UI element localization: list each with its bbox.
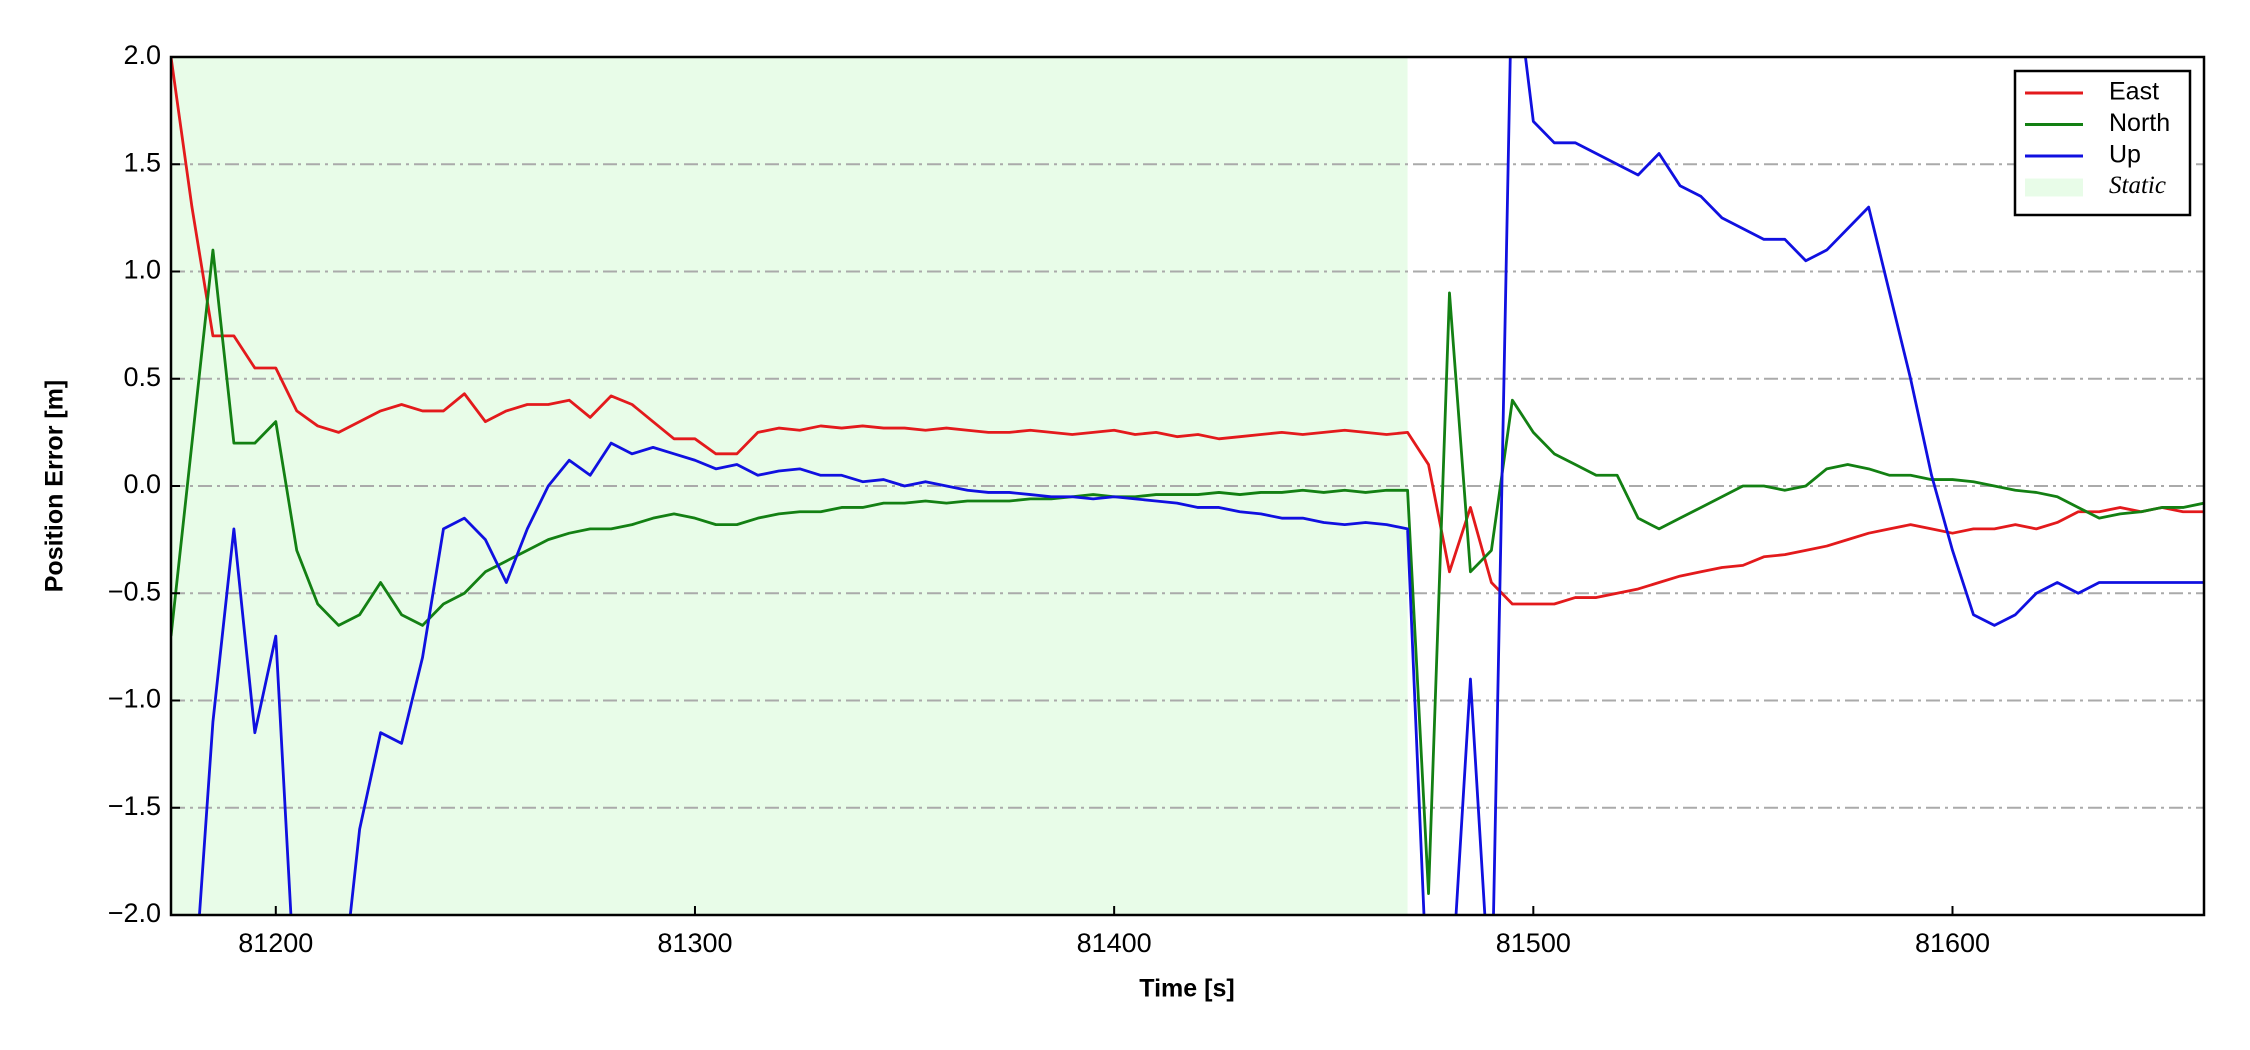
legend-swatch <box>2025 178 2083 197</box>
lines <box>171 57 2204 915</box>
legend-label: Up <box>2109 141 2141 169</box>
axes: −2.0 −1.5 −1.0 −0.5 0.0 0.5 1.0 1.5 2.0 81200 8130… <box>108 40 1990 958</box>
y-tick-label: 1.0 <box>123 255 161 285</box>
y-tick-label: 2.0 <box>123 40 161 70</box>
legend-label: North <box>2109 109 2170 137</box>
plot-background <box>171 57 1408 915</box>
x-axis-label: Time [s] <box>1139 975 1234 1003</box>
series-line <box>171 248 2204 895</box>
x-tick-label: 81600 <box>1915 928 1990 958</box>
legend: East North Up Static <box>2013 69 2192 217</box>
static-span <box>171 57 1408 915</box>
x-tick-label: 81200 <box>238 928 313 958</box>
series-line <box>171 57 2204 606</box>
x-tick-label: 81500 <box>1496 928 1571 958</box>
y-axis-label: Position Error [m] <box>41 380 69 593</box>
series-line <box>198 57 2204 915</box>
y-tick-label: −1.5 <box>108 791 161 821</box>
y-tick-label: 0.0 <box>123 469 161 499</box>
x-tick-label: 81400 <box>1077 928 1152 958</box>
y-tick-label: −2.0 <box>108 898 161 928</box>
y-tick-label: 1.5 <box>123 147 161 177</box>
y-tick-label: −0.5 <box>108 576 161 606</box>
y-tick-label: −1.0 <box>108 684 161 714</box>
x-tick-label: 81300 <box>657 928 732 958</box>
legend-label: Static <box>2109 172 2166 199</box>
legend-label: East <box>2109 78 2159 106</box>
y-tick-label: 0.5 <box>123 362 161 392</box>
